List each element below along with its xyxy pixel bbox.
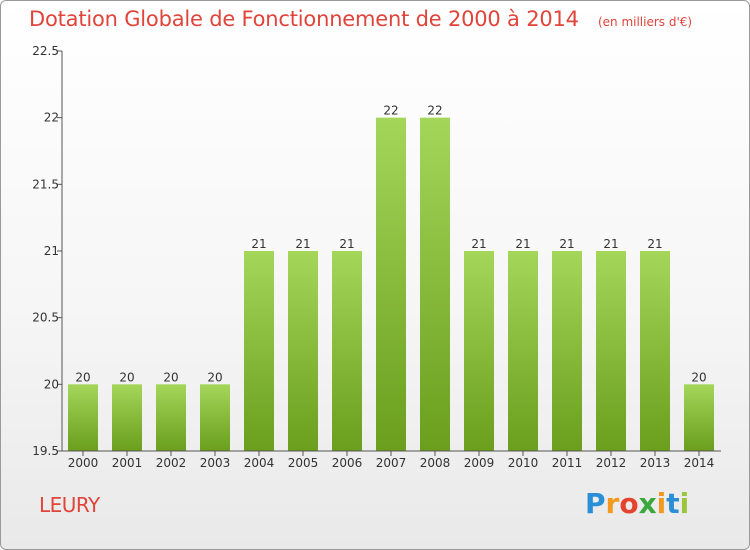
x-tick-label: 2011	[552, 456, 583, 470]
proxiti-logo: Proxiti	[585, 487, 689, 520]
x-tick-label: 2005	[288, 456, 319, 470]
x-tick-label: 2008	[420, 456, 451, 470]
data-label: 21	[295, 237, 310, 251]
logo-letter: x	[638, 487, 657, 520]
y-tick-label: 21	[44, 244, 59, 258]
data-label: 21	[251, 237, 266, 251]
data-label: 20	[119, 370, 134, 384]
bar-2005	[288, 251, 318, 451]
logo-letter: i	[679, 487, 690, 520]
bar-2003	[200, 384, 230, 451]
data-label: 21	[339, 237, 354, 251]
data-label: 20	[691, 370, 706, 384]
title-block: Dotation Globale de Fonctionnement de 20…	[29, 7, 692, 31]
y-tick-label: 22.5	[32, 44, 59, 58]
data-label: 21	[471, 237, 486, 251]
x-tick-label: 2003	[200, 456, 231, 470]
bar-2001	[112, 384, 142, 451]
x-tick-label: 2002	[156, 456, 187, 470]
bar-2007	[376, 117, 406, 452]
logo-letter: P	[585, 487, 606, 520]
data-label: 20	[163, 370, 178, 384]
bar-2000	[68, 384, 98, 451]
data-label: 22	[427, 104, 442, 118]
x-tick-label: 2010	[508, 456, 539, 470]
bar-2004	[244, 251, 274, 451]
data-label: 21	[603, 237, 618, 251]
bar-2002	[156, 384, 186, 451]
logo-letter: o	[619, 487, 639, 520]
y-tick-label: 22	[44, 111, 59, 125]
data-label: 22	[383, 104, 398, 118]
bar-2006	[332, 251, 362, 451]
bar-2013	[640, 251, 670, 451]
x-tick-label: 2004	[244, 456, 275, 470]
logo-letter: r	[605, 487, 620, 520]
logo-letter: t	[666, 487, 680, 520]
bar-2014	[684, 384, 714, 451]
data-label: 20	[207, 370, 222, 384]
x-tick-label: 2000	[68, 456, 99, 470]
x-tick-label: 2006	[332, 456, 363, 470]
x-tick-label: 2007	[376, 456, 407, 470]
bar-2011	[552, 251, 582, 451]
data-label: 21	[559, 237, 574, 251]
bar-2012	[596, 251, 626, 451]
y-tick-label: 19.5	[32, 444, 59, 458]
bar-2008	[420, 117, 450, 452]
commune-name: LEURY	[39, 493, 100, 517]
x-tick-label: 2001	[112, 456, 143, 470]
data-label: 20	[75, 370, 90, 384]
bar-2010	[508, 251, 538, 451]
x-tick-label: 2012	[596, 456, 627, 470]
chart-title: Dotation Globale de Fonctionnement de 20…	[29, 7, 579, 31]
y-tick-label: 21.5	[32, 177, 59, 191]
data-label: 21	[515, 237, 530, 251]
data-label: 21	[647, 237, 662, 251]
chart-unit: (en milliers d'€)	[597, 15, 693, 29]
x-tick-label: 2013	[640, 456, 671, 470]
x-tick-label: 2009	[464, 456, 495, 470]
logo-letter: i	[656, 487, 667, 520]
y-tick-label: 20.5	[32, 311, 59, 325]
x-tick-label: 2014	[684, 456, 715, 470]
y-tick-label: 20	[44, 377, 59, 391]
bar-2009	[464, 251, 494, 451]
